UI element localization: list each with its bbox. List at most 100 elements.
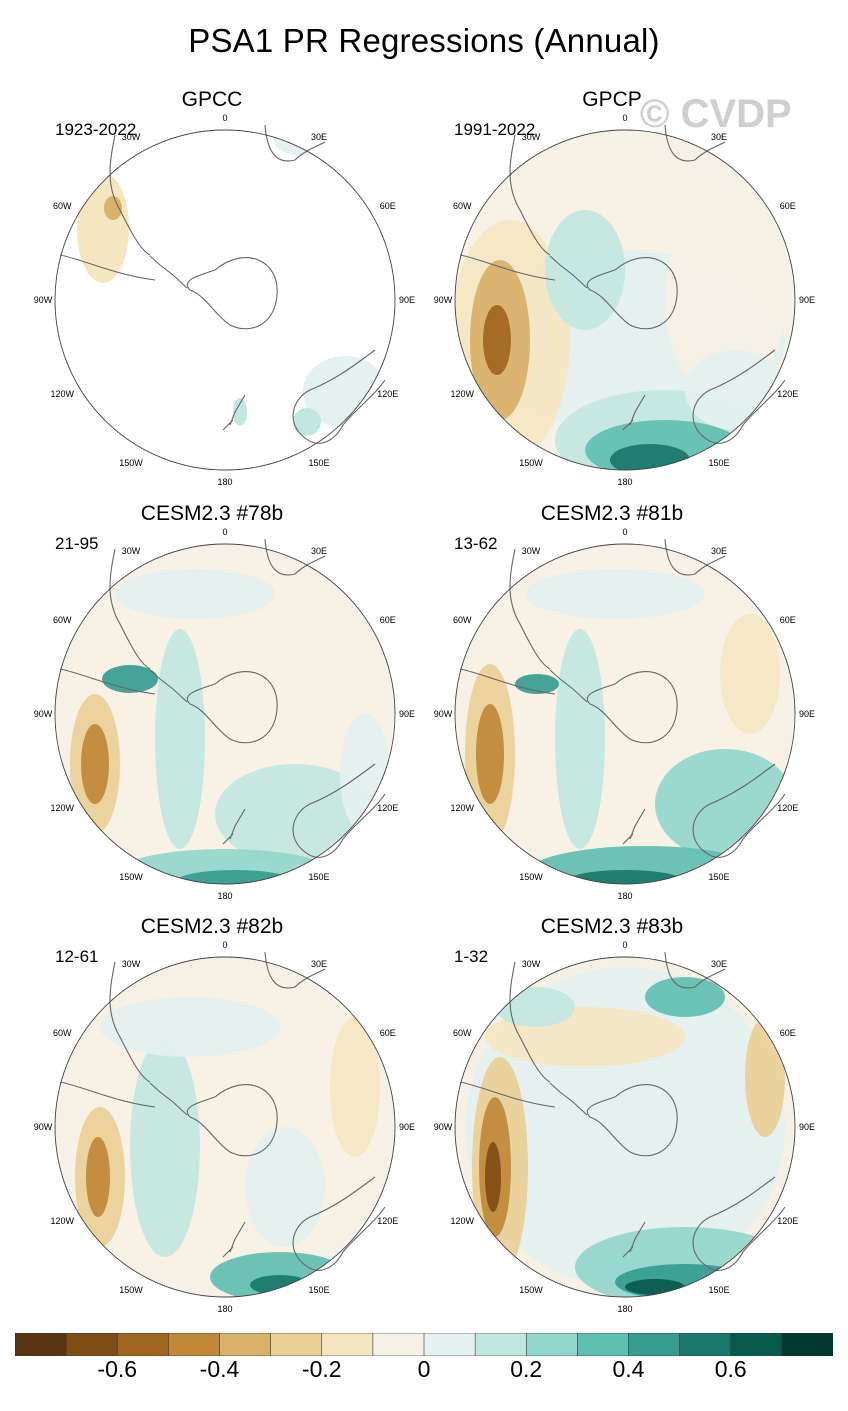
antarctic-peninsula-coastline [549,669,588,703]
longitude-label: 90W [34,295,53,305]
longitude-label: 30E [311,959,327,969]
map-panel-cesm-81b: CESM2.3 #81b 13-62 0 30E 60E 90E 120E 150E 180… [400,502,824,912]
longitude-label: 120E [377,389,398,399]
period-label: 1923-2022 [55,120,137,139]
anomaly-blob [515,674,559,694]
colorbar-swatch [372,1333,425,1356]
longitude-label: 120W [450,389,474,399]
longitude-label: 30E [311,132,327,142]
field-layer [55,130,395,470]
colorbar-swatch [116,1333,169,1356]
longitude-label: 0 [222,527,227,537]
longitude-label: 60W [453,201,472,211]
colorbar-tick-label: -0.2 [301,1356,342,1382]
south-america-west-coastline [459,254,556,281]
longitude-label: 180 [217,477,232,487]
colorbar-swatch [730,1333,783,1356]
anomaly-blob [330,1017,380,1157]
new-zealand-coastline [222,1221,246,1258]
colorbar [15,1333,833,1356]
period-label: 1991-2022 [454,120,536,139]
longitude-label: 30E [711,132,727,142]
longitude-label: 120E [377,1216,398,1226]
field-layer [455,957,795,1297]
anomaly-blob [155,629,205,849]
antarctica-coastline [187,257,278,330]
polar-map: 0 30E 60E 90E 120E 150E 180 150W 120W 90W 60W 30W [34,940,415,1314]
antarctic-peninsula-coastline [149,255,188,289]
colorbar-tick-label: -0.4 [199,1356,240,1382]
longitude-label: 30E [711,959,727,969]
new-zealand-coastline [622,808,646,845]
longitude-label: 90E [399,295,415,305]
period-label: 12-61 [55,947,99,966]
longitude-label: 60E [380,615,396,625]
anomaly-blob [545,210,625,330]
longitude-label: 150W [519,872,543,882]
longitude-label: 150E [708,1285,729,1295]
longitude-label: 0 [222,940,227,950]
anomaly-blob [245,1127,325,1247]
field-layer [455,544,795,884]
new-zealand-coastline [622,394,646,431]
colorbar-tick-label: 0 [417,1356,431,1382]
longitude-label: 60E [380,201,396,211]
longitude-label: 180 [617,477,632,487]
australia-coastline [692,349,786,444]
anomaly-blob [685,350,785,430]
longitude-label: 150E [708,458,729,468]
panel-title: CESM2.3 #78b [140,502,284,525]
period-label: 1-32 [454,947,489,966]
longitude-label: 180 [217,891,232,901]
map-panel-cesm-78b: CESM2.3 #78b 21-95 0 30E 60E 90E 120E 150E 180… [0,502,424,912]
colorbar-tick-label: 0.4 [612,1356,645,1382]
africa-coastline [664,124,726,162]
longitude-label: 180 [617,1304,632,1314]
panel-title: CESM2.3 #82b [140,915,284,938]
map-panel-gpcc: GPCC 1923-2022 0 30E 60E 90E 120E 150E 180 150W… [0,88,424,498]
longitude-label: 90E [799,1122,815,1132]
africa-coastline [264,538,326,576]
longitude-label: 180 [617,891,632,901]
anomaly-blob [215,764,375,864]
longitude-label: 60W [53,615,72,625]
australia-coastline [692,763,786,858]
anomaly-blob [525,569,705,619]
field-layer [55,544,395,884]
africa-coastline [264,951,326,989]
longitude-label: 30W [522,132,541,142]
south-america-coastline [509,548,551,670]
australia-coastline [292,1176,386,1271]
anomaly-blob [720,614,780,734]
longitude-label: 60W [453,1028,472,1038]
map-boundary [454,129,796,471]
south-america-coastline [109,961,151,1083]
south-america-west-coastline [459,1081,556,1108]
longitude-label: 30W [522,959,541,969]
map-panel-cesm-82b: CESM2.3 #82b 12-61 0 30E 60E 90E 120E 150E 180… [0,915,424,1325]
antarctic-peninsula-coastline [149,1082,188,1116]
longitude-label: 90E [399,1122,415,1132]
anomaly-blob [130,1037,200,1257]
colorbar-swatch [781,1333,833,1356]
colorbar-swatch [474,1333,527,1356]
map-panel-gpcp: GPCP 1991-2022 0 30E 60E 90E 120E 150E 180 150W… [400,88,824,498]
antarctica-coastline [187,1084,278,1157]
new-zealand-coastline [222,808,246,845]
colorbar-tick-label: -0.6 [97,1356,138,1382]
longitude-label: 150E [708,872,729,882]
anomaly-blob [81,724,109,804]
longitude-label: 150E [308,872,329,882]
anomaly-blob [476,704,504,804]
polar-map: 0 30E 60E 90E 120E 150E 180 150W 120W 90W 60W 30W [34,113,415,487]
colorbar-tick-label: 0.6 [714,1356,747,1382]
antarctica-coastline [587,257,678,330]
south-america-west-coastline [59,1081,156,1108]
map-boundary [454,543,796,885]
anomaly-blob [115,569,275,619]
period-label: 13-62 [454,534,498,553]
longitude-label: 60W [453,615,472,625]
longitude-label: 30E [311,546,327,556]
longitude-label: 120E [777,1216,798,1226]
map-boundary [54,956,396,1298]
